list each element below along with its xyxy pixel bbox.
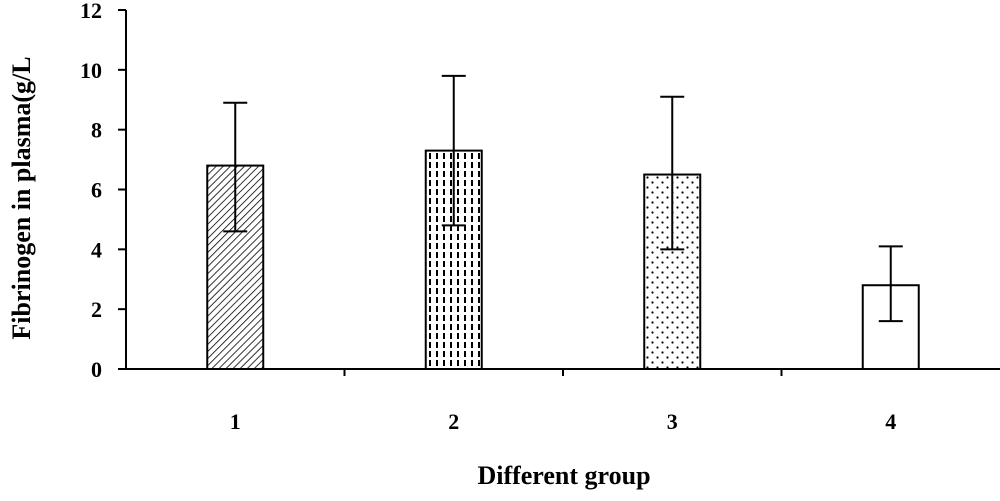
x-tick-labels: 1 2 3 4 [230, 409, 897, 434]
y-tick-label: 0 [91, 357, 102, 382]
y-tick-label: 6 [91, 178, 102, 203]
y-tick-label: 4 [91, 237, 102, 262]
error-bars [223, 74, 903, 323]
x-tick-label: 4 [885, 409, 896, 434]
x-axis-title: Different group [477, 461, 650, 490]
y-tick-label: 12 [80, 0, 102, 23]
bars [206, 149, 920, 371]
y-tick-label: 8 [91, 118, 102, 143]
y-ticks: 0 2 4 6 8 10 12 [80, 0, 126, 382]
x-tick-label: 2 [448, 409, 459, 434]
x-tick-label: 3 [667, 409, 678, 434]
y-tick-label: 10 [80, 58, 102, 83]
x-tick-label: 1 [230, 409, 241, 434]
y-tick-label: 2 [91, 297, 102, 322]
x-ticks [343, 369, 783, 376]
y-axis-title: Fibrinogen in plasma(g/L [7, 56, 36, 339]
